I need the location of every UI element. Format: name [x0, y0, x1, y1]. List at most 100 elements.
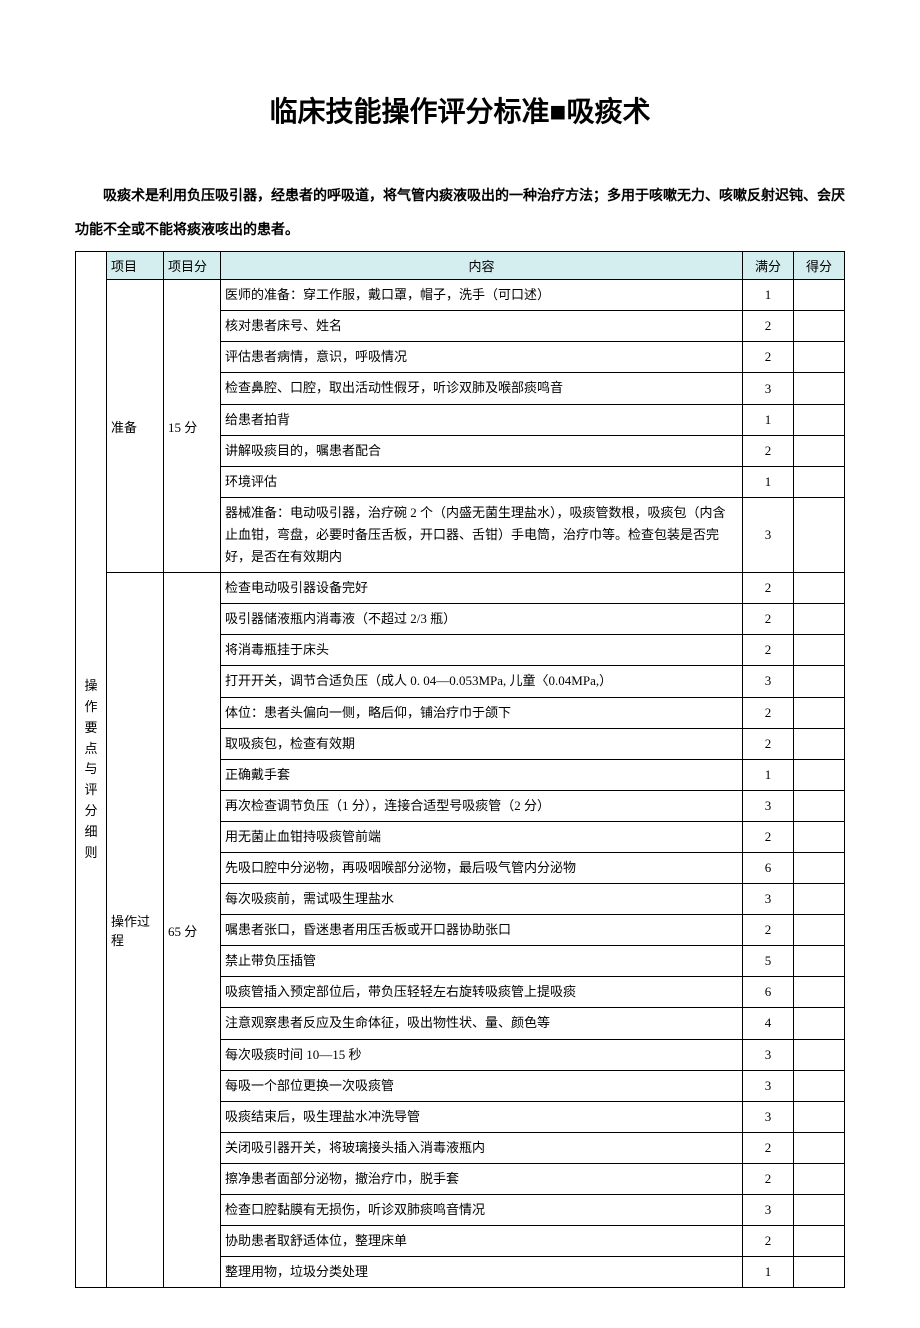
full-score-cell: 3: [743, 790, 794, 821]
full-score-cell: 2: [743, 915, 794, 946]
score-cell: [794, 573, 845, 604]
score-cell: [794, 759, 845, 790]
content-cell: 检查鼻腔、口腔，取出活动性假牙，听诊双肺及喉部痰鸣音: [221, 373, 743, 404]
score-cell: [794, 666, 845, 697]
score-cell: [794, 1039, 845, 1070]
score-cell: [794, 1257, 845, 1288]
content-cell: 再次检查调节负压（1 分），连接合适型号吸痰管（2 分）: [221, 790, 743, 821]
intro-paragraph: 吸痰术是利用负压吸引器，经患者的呼吸道，将气管内痰液吸出的一种治疗方法；多用于咳…: [75, 180, 845, 247]
score-cell: [794, 728, 845, 759]
content-cell: 医师的准备：穿工作服，戴口罩，帽子，洗手（可口述）: [221, 280, 743, 311]
score-cell: [794, 1008, 845, 1039]
score-cell: [794, 977, 845, 1008]
content-cell: 讲解吸痰目的，嘱患者配合: [221, 435, 743, 466]
content-cell: 评估患者病情，意识，呼吸情况: [221, 342, 743, 373]
full-score-cell: 2: [743, 728, 794, 759]
score-cell: [794, 373, 845, 404]
full-score-cell: 3: [743, 884, 794, 915]
content-cell: 禁止带负压插管: [221, 946, 743, 977]
content-cell: 打开开关，调节合适负压（成人 0. 04—0.053MPa, 儿童〈0.04MP…: [221, 666, 743, 697]
score-cell: [794, 497, 845, 572]
score-cell: [794, 280, 845, 311]
document-title: 临床技能操作评分标准■吸痰术: [75, 90, 845, 130]
score-cell: [794, 1195, 845, 1226]
score-cell: [794, 604, 845, 635]
content-cell: 每次吸痰前，需试吸生理盐水: [221, 884, 743, 915]
full-score-cell: 3: [743, 1039, 794, 1070]
content-cell: 给患者拍背: [221, 404, 743, 435]
full-score-cell: 1: [743, 404, 794, 435]
content-cell: 擦净患者面部分泌物，撤治疗巾，脱手套: [221, 1163, 743, 1194]
content-cell: 整理用物，垃圾分类处理: [221, 1257, 743, 1288]
score-cell: [794, 404, 845, 435]
content-cell: 将消毒瓶挂于床头: [221, 635, 743, 666]
score-cell: [794, 1226, 845, 1257]
score-cell: [794, 466, 845, 497]
score-cell: [794, 635, 845, 666]
page: 临床技能操作评分标准■吸痰术 吸痰术是利用负压吸引器，经患者的呼吸道，将气管内痰…: [0, 0, 920, 1328]
section-itemscore: 15 分: [164, 280, 221, 573]
full-score-cell: 6: [743, 852, 794, 883]
score-cell: [794, 821, 845, 852]
header-itemscore: 项目分: [164, 252, 221, 280]
content-cell: 嘱患者张口，昏迷患者用压舌板或开口器协助张口: [221, 915, 743, 946]
content-cell: 正确戴手套: [221, 759, 743, 790]
full-score-cell: 2: [743, 635, 794, 666]
header-item: 项目: [107, 252, 164, 280]
score-cell: [794, 915, 845, 946]
full-score-cell: 2: [743, 1163, 794, 1194]
full-score-cell: 3: [743, 1195, 794, 1226]
full-score-cell: 6: [743, 977, 794, 1008]
content-cell: 环境评估: [221, 466, 743, 497]
content-cell: 关闭吸引器开关，将玻璃接头插入消毒液瓶内: [221, 1132, 743, 1163]
full-score-cell: 3: [743, 1101, 794, 1132]
full-score-cell: 1: [743, 1257, 794, 1288]
score-cell: [794, 852, 845, 883]
content-cell: 吸痰结束后，吸生理盐水冲洗导管: [221, 1101, 743, 1132]
header-score: 得分: [794, 252, 845, 280]
content-cell: 核对患者床号、姓名: [221, 311, 743, 342]
full-score-cell: 2: [743, 604, 794, 635]
content-cell: 检查电动吸引器设备完好: [221, 573, 743, 604]
full-score-cell: 3: [743, 497, 794, 572]
section-item: 准备: [107, 280, 164, 573]
content-cell: 用无菌止血钳持吸痰管前端: [221, 821, 743, 852]
content-cell: 每次吸痰时间 10—15 秒: [221, 1039, 743, 1070]
full-score-cell: 2: [743, 435, 794, 466]
score-cell: [794, 1070, 845, 1101]
content-cell: 体位：患者头偏向一侧，略后仰，铺治疗巾于颌下: [221, 697, 743, 728]
full-score-cell: 2: [743, 311, 794, 342]
content-cell: 检查口腔黏膜有无损伤，听诊双肺痰鸣音情况: [221, 1195, 743, 1226]
score-cell: [794, 311, 845, 342]
full-score-cell: 3: [743, 666, 794, 697]
score-cell: [794, 884, 845, 915]
full-score-cell: 1: [743, 759, 794, 790]
content-cell: 先吸口腔中分泌物，再吸咽喉部分泌物，最后吸气管内分泌物: [221, 852, 743, 883]
full-score-cell: 2: [743, 342, 794, 373]
full-score-cell: 1: [743, 466, 794, 497]
full-score-cell: 2: [743, 821, 794, 852]
score-cell: [794, 435, 845, 466]
full-score-cell: 4: [743, 1008, 794, 1039]
content-cell: 取吸痰包，检查有效期: [221, 728, 743, 759]
score-cell: [794, 946, 845, 977]
side-label: 操作要点与评分细则: [76, 252, 107, 1288]
table-row: 操作过程65 分检查电动吸引器设备完好2: [76, 573, 845, 604]
section-itemscore: 65 分: [164, 573, 221, 1288]
content-cell: 注意观察患者反应及生命体征，吸出物性状、量、颜色等: [221, 1008, 743, 1039]
score-cell: [794, 1132, 845, 1163]
full-score-cell: 1: [743, 280, 794, 311]
full-score-cell: 2: [743, 697, 794, 728]
content-cell: 每吸一个部位更换一次吸痰管: [221, 1070, 743, 1101]
full-score-cell: 3: [743, 1070, 794, 1101]
full-score-cell: 2: [743, 1226, 794, 1257]
header-full: 满分: [743, 252, 794, 280]
score-cell: [794, 1101, 845, 1132]
score-cell: [794, 697, 845, 728]
content-cell: 器械准备：电动吸引器，治疗碗 2 个（内盛无菌生理盐水），吸痰管数根，吸痰包（内…: [221, 497, 743, 572]
table-row: 准备15 分医师的准备：穿工作服，戴口罩，帽子，洗手（可口述）1: [76, 280, 845, 311]
full-score-cell: 2: [743, 1132, 794, 1163]
full-score-cell: 5: [743, 946, 794, 977]
section-item: 操作过程: [107, 573, 164, 1288]
full-score-cell: 2: [743, 573, 794, 604]
